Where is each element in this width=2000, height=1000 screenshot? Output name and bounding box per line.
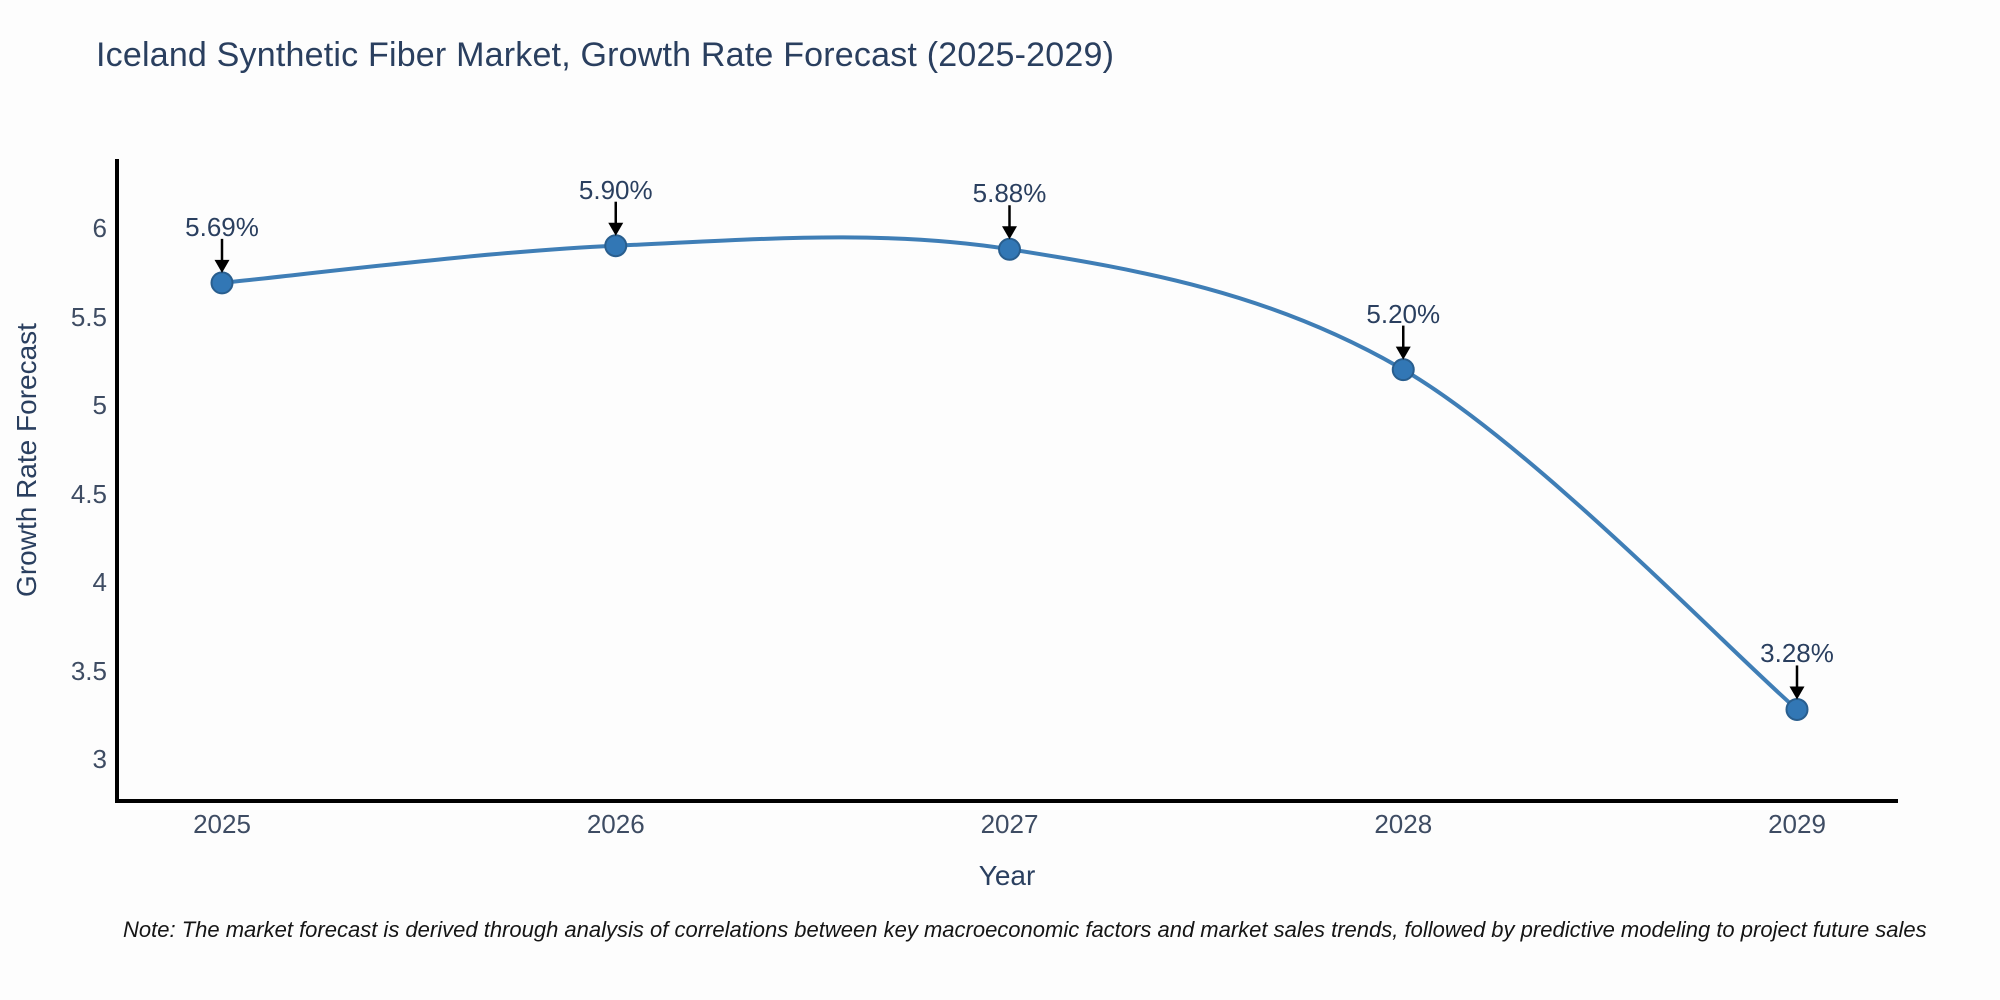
data-point-marker[interactable]: [604, 234, 628, 258]
x-tick-label: 2026: [586, 809, 645, 839]
annotation-arrowhead-icon: [608, 222, 624, 236]
data-point-marker[interactable]: [998, 237, 1021, 261]
data-point-marker[interactable]: [210, 271, 234, 295]
x-axis-title: Year: [978, 860, 1036, 891]
data-point-marker[interactable]: [1785, 697, 1809, 721]
point-annotation-label: 5.88%: [972, 178, 1047, 209]
y-tick-label: 5: [92, 390, 107, 420]
annotation-arrowhead-icon: [1002, 226, 1017, 240]
footnote: Note: The market forecast is derived thr…: [123, 917, 1927, 942]
point-annotation-label: 3.28%: [1760, 638, 1834, 669]
annotation-arrowhead-icon: [1789, 686, 1805, 700]
x-tick-label: 2028: [1374, 809, 1433, 839]
trend-line: [221, 235, 1799, 711]
data-point-marker[interactable]: [1391, 358, 1415, 382]
x-tick-label: 2029: [1768, 809, 1826, 839]
point-annotation-label: 5.90%: [578, 174, 653, 205]
y-tick-label: 6: [92, 213, 107, 243]
annotation-arrowhead-icon: [214, 259, 230, 273]
y-tick-label: 5.5: [70, 301, 107, 332]
x-tick-label: 2027: [980, 809, 1039, 839]
annotation-arrowhead-icon: [1395, 346, 1411, 360]
y-tick-label: 4: [92, 567, 107, 597]
y-tick-label: 3.5: [70, 655, 107, 686]
x-tick-label: 2025: [193, 809, 251, 839]
chart-title: Iceland Synthetic Fiber Market, Growth R…: [96, 36, 1115, 74]
y-tick-label: 3: [92, 744, 107, 774]
y-tick-label: 4.5: [70, 478, 107, 509]
point-annotation-label: 5.69%: [185, 211, 259, 242]
point-annotation-label: 5.20%: [1366, 298, 1441, 329]
